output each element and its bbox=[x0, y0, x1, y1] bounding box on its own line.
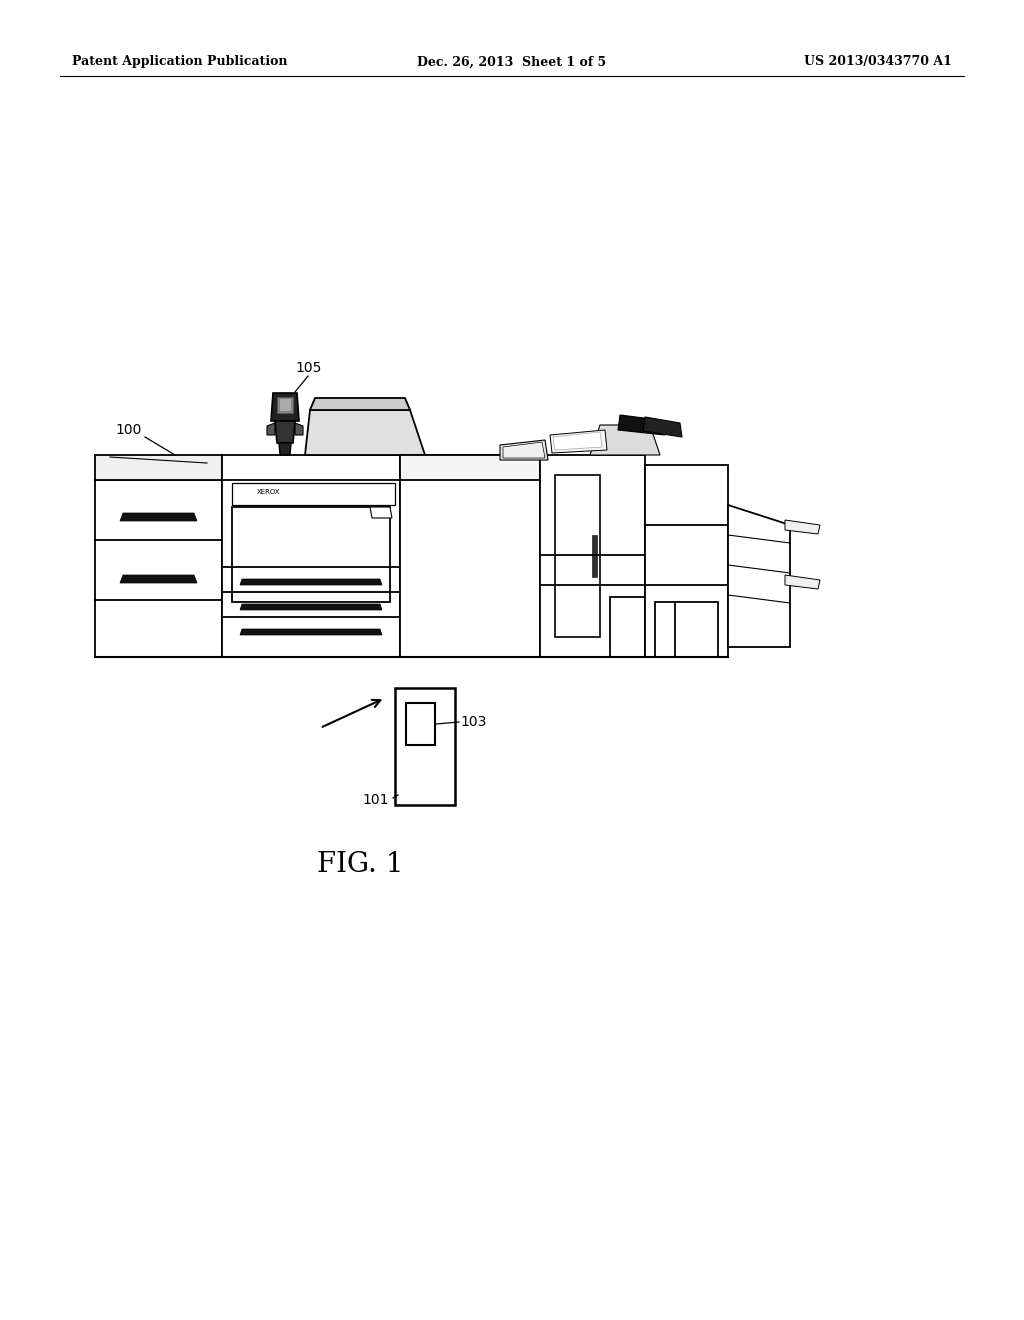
Polygon shape bbox=[400, 455, 540, 480]
Text: XEROX: XEROX bbox=[257, 488, 281, 495]
Polygon shape bbox=[120, 576, 197, 583]
Polygon shape bbox=[95, 480, 222, 657]
Text: 100: 100 bbox=[115, 422, 141, 437]
Polygon shape bbox=[279, 399, 291, 411]
Polygon shape bbox=[120, 513, 197, 521]
Polygon shape bbox=[728, 506, 790, 647]
Polygon shape bbox=[278, 397, 293, 413]
Polygon shape bbox=[267, 422, 275, 436]
Polygon shape bbox=[550, 430, 607, 453]
Polygon shape bbox=[310, 399, 410, 411]
Polygon shape bbox=[240, 605, 382, 610]
Polygon shape bbox=[240, 630, 382, 635]
Polygon shape bbox=[785, 576, 820, 589]
Polygon shape bbox=[222, 455, 400, 657]
Polygon shape bbox=[95, 455, 222, 480]
Polygon shape bbox=[232, 483, 395, 506]
Polygon shape bbox=[618, 414, 665, 436]
Polygon shape bbox=[655, 602, 718, 657]
Polygon shape bbox=[305, 411, 425, 455]
Polygon shape bbox=[271, 393, 299, 421]
Text: 103: 103 bbox=[460, 715, 486, 729]
Polygon shape bbox=[500, 440, 548, 459]
Polygon shape bbox=[232, 507, 390, 602]
Polygon shape bbox=[503, 442, 545, 458]
Polygon shape bbox=[645, 465, 728, 657]
Polygon shape bbox=[295, 422, 303, 436]
Polygon shape bbox=[395, 688, 455, 805]
Polygon shape bbox=[590, 425, 660, 455]
Polygon shape bbox=[240, 579, 382, 585]
Text: 101: 101 bbox=[362, 793, 388, 807]
Polygon shape bbox=[610, 597, 645, 657]
Polygon shape bbox=[592, 535, 597, 577]
Polygon shape bbox=[370, 507, 392, 517]
Polygon shape bbox=[643, 417, 682, 437]
Polygon shape bbox=[553, 432, 602, 450]
Text: 105: 105 bbox=[295, 360, 322, 375]
Polygon shape bbox=[406, 704, 435, 744]
Polygon shape bbox=[400, 455, 540, 657]
Polygon shape bbox=[540, 455, 645, 657]
Text: Patent Application Publication: Patent Application Publication bbox=[72, 55, 288, 69]
Text: Dec. 26, 2013  Sheet 1 of 5: Dec. 26, 2013 Sheet 1 of 5 bbox=[418, 55, 606, 69]
Polygon shape bbox=[275, 421, 295, 444]
Polygon shape bbox=[555, 475, 600, 638]
Text: US 2013/0343770 A1: US 2013/0343770 A1 bbox=[804, 55, 952, 69]
Polygon shape bbox=[785, 520, 820, 535]
Polygon shape bbox=[279, 444, 291, 455]
Text: FIG. 1: FIG. 1 bbox=[316, 851, 403, 879]
